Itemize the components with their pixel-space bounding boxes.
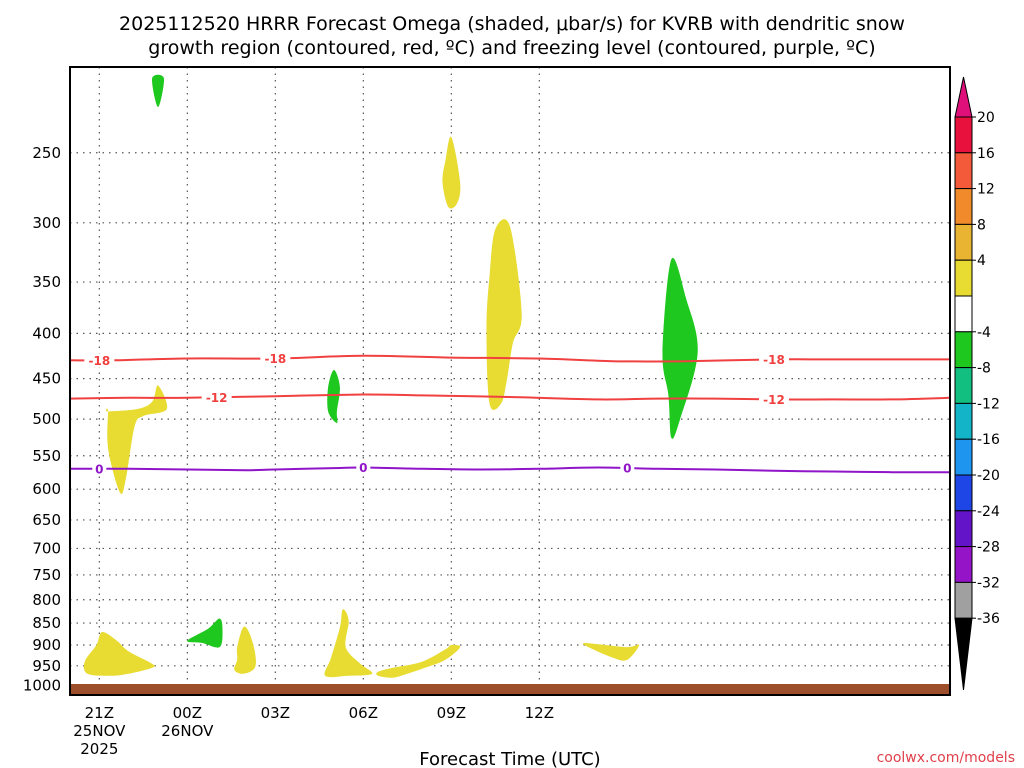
colorbar-segment [954,438,973,476]
y-tick-label: 700 [32,539,61,557]
contour-label-bg [92,461,107,476]
terrain-bar [70,684,950,695]
omega-shaded-region [234,626,256,674]
x-tick-label: 2025 [80,740,118,758]
colorbar-segment [954,152,973,190]
y-tick-label: 650 [32,511,61,529]
colorbar-label: 12 [977,182,995,198]
y-tick-label: 900 [32,636,61,654]
x-tick-label: 21Z [85,704,114,722]
colorbar-segment [954,367,973,404]
colorbar-label: -16 [977,432,1000,448]
contour-label-bg [356,460,371,475]
y-tick-label: 750 [32,566,61,584]
colorbar-segment [954,295,973,333]
x-tick-label: 06Z [349,704,378,722]
y-tick-label: 850 [32,614,61,632]
colorbar-segment [954,259,973,297]
contour-label-bg [620,461,635,476]
colorbar-segment [954,188,973,225]
colorbar-label: 8 [977,217,986,233]
colorbar-label: -32 [977,575,1000,591]
y-tick-label: 300 [32,214,61,232]
contour-label-bg [759,352,789,367]
x-tick-label: 12Z [525,704,554,722]
contour-label-bg [201,390,232,405]
omega-shaded-region [327,370,340,423]
colorbar-label: -28 [977,540,1000,556]
contour-label: -18 [264,352,286,366]
colorbar-label: 20 [977,110,995,126]
omega-shaded-region [83,631,156,676]
contour-label: -12 [206,391,228,405]
x-tick-label: 09Z [437,704,466,722]
x-tick-label: 25NOV [73,722,126,740]
colorbar-segment [954,402,973,440]
y-tick-label: 950 [32,657,61,675]
colorbar-segment [954,581,973,619]
y-tick-label: 600 [32,480,61,498]
omega-shaded-region [376,644,461,678]
y-tick-label: 400 [32,324,61,342]
contour-label: -12 [763,393,785,407]
colorbar-label: -20 [977,468,1000,484]
colorbar-bottom-triangle [954,617,973,691]
colorbar-label: -4 [977,325,991,341]
y-tick-label: 1000 [23,677,61,695]
colorbar-label: -12 [977,396,1000,412]
x-tick-label: 26NOV [161,722,214,740]
contour-label-bg [84,353,115,368]
contour-label: -18 [88,354,110,368]
omega-shaded-region [582,643,640,661]
plot-border [69,66,951,696]
colorbar-segment [954,331,973,369]
omega-shaded-region [105,385,168,495]
contour-label: 0 [95,462,103,476]
colorbar-label: -36 [977,611,1000,627]
colorbar-label: 4 [977,253,986,269]
omega-shaded-region [187,618,223,648]
colorbar-segment [954,223,973,261]
y-tick-label: 500 [32,410,61,428]
omega-shaded-region [151,74,165,108]
x-tick-label: 00Z [173,704,202,722]
contour-label-bg [759,392,789,407]
plot-area [70,67,950,695]
y-tick-label: 350 [32,273,61,291]
y-tick-label: 800 [32,591,61,609]
contour-label-bg [260,351,291,366]
y-axis-ticks: 250 300 350 400 450 500 550 600 650 700 750 800 850 9… [23,144,61,695]
y-tick-label: 550 [32,447,61,465]
omega-shaded-region [442,136,461,209]
colorbar: 20 16 12 8 4 -4 -8 -12 -16 -20 -24 -28 -32 -36 [954,76,1000,691]
colorbar-segment [954,116,973,154]
x-tick-label: 03Z [261,704,290,722]
colorbar-segment [954,546,973,583]
omega-shaded-region [662,257,698,439]
omega-shaded-region [324,609,373,678]
shaded-omega-layer [83,74,698,678]
contour-label: -18 [763,353,785,367]
colorbar-label: -8 [977,361,991,377]
y-tick-label: 250 [32,144,61,162]
contour-line [69,466,951,474]
contour-layer: -18 -18 -18 -12 -12 0 0 0 [69,351,951,476]
colorbar-segment [954,510,973,548]
x-axis-label: Forecast Time (UTC) [419,749,600,768]
chart-title-line2: growth region (contoured, red, ºC) and f… [148,37,875,59]
contour-line [69,354,950,363]
colorbar-segment [954,474,973,512]
contour-label: 0 [623,462,631,476]
contour-label: 0 [359,461,367,475]
y-tick-label: 450 [32,370,61,388]
omega-shaded-region [486,219,522,411]
colorbar-label: 16 [977,146,995,162]
credit-text: coolwx.com/models [877,750,1015,766]
chart-title-line1: 2025112520 HRRR Forecast Omega (shaded, … [119,13,905,35]
colorbar-top-triangle [954,76,973,118]
colorbar-label: -24 [977,504,1000,520]
